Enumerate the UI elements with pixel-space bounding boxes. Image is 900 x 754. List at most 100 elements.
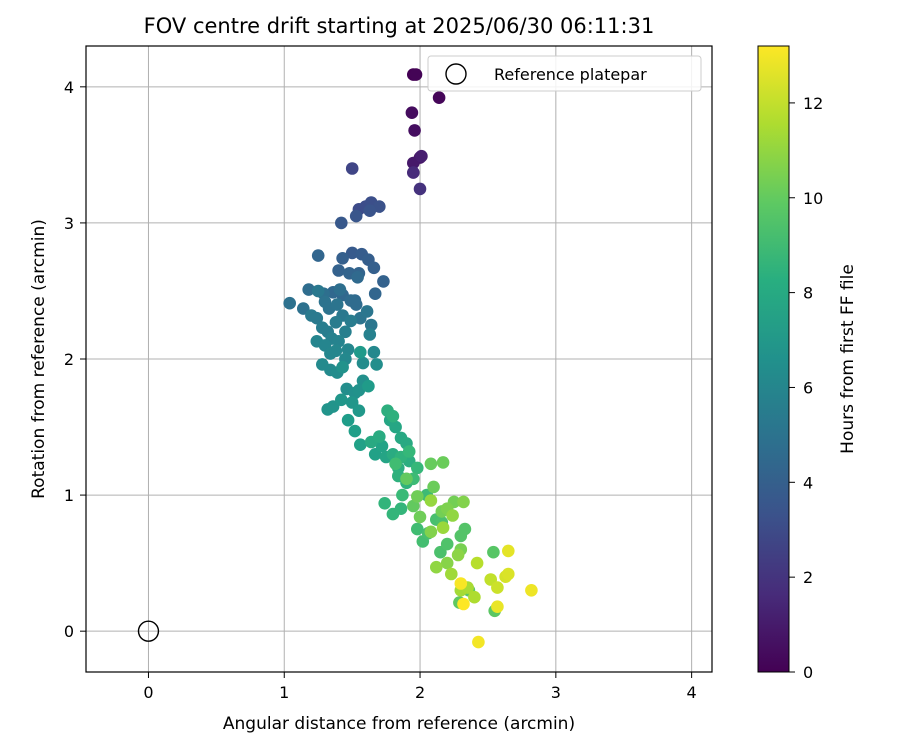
data-point [341, 413, 355, 427]
data-point [352, 404, 366, 418]
data-point [283, 296, 297, 310]
data-point [411, 490, 424, 503]
data-point [411, 461, 424, 475]
data-point [502, 567, 515, 581]
data-point [354, 345, 367, 359]
data-point [302, 283, 316, 296]
data-point [411, 522, 424, 536]
x-tick-label: 3 [551, 683, 561, 702]
data-point [457, 597, 470, 611]
data-point [424, 525, 438, 539]
data-point [329, 344, 343, 358]
data-point [491, 581, 504, 594]
data-point [332, 335, 345, 348]
data-point [409, 68, 423, 81]
data-point [468, 590, 481, 604]
chart-title: FOV centre drift starting at 2025/06/30 … [144, 14, 655, 38]
data-point [362, 379, 375, 393]
data-point [525, 584, 538, 597]
x-tick-label: 0 [143, 683, 153, 702]
data-point [436, 456, 450, 469]
data-point [427, 480, 440, 494]
data-point [400, 472, 413, 486]
data-point [415, 149, 428, 163]
x-tick-label: 1 [279, 683, 289, 702]
x-axis-ticks: 0 1 2 3 4 [143, 672, 697, 702]
data-point [352, 384, 366, 397]
data-point [502, 544, 515, 558]
data-point [368, 287, 382, 301]
colorbar-tick-label: 2 [803, 568, 813, 587]
data-point [311, 249, 325, 262]
data-point [351, 271, 364, 284]
colorbar: 0 2 4 6 8 10 12 Hours from first FF file [757, 45, 858, 682]
legend-label: Reference platepar [494, 65, 647, 84]
data-point [413, 182, 427, 196]
data-point [472, 635, 485, 649]
data-point [396, 488, 409, 502]
reference-point [137, 620, 160, 642]
data-point [367, 261, 381, 275]
legend-box [427, 55, 702, 92]
data-point [370, 358, 383, 371]
data-point [345, 246, 359, 260]
y-tick-label: 4 [64, 78, 74, 97]
y-axis-ticks: 0 1 2 3 4 [64, 78, 86, 641]
data-point [424, 494, 438, 507]
data-point [364, 318, 378, 332]
data-point [349, 209, 363, 223]
data-point [470, 556, 484, 570]
data-point [386, 409, 400, 423]
data-point [457, 495, 470, 509]
data-point [335, 216, 348, 230]
data-point [377, 275, 390, 288]
colorbar-tick-label: 12 [803, 94, 823, 113]
data-point [430, 560, 443, 574]
data-point [440, 537, 454, 551]
data-point [373, 200, 386, 213]
y-tick-label: 1 [64, 486, 74, 505]
data-point [446, 509, 459, 522]
colorbar-tick-label: 8 [803, 284, 813, 303]
x-tick-label: 4 [687, 683, 697, 702]
data-point [458, 522, 472, 536]
data-point [413, 510, 427, 524]
y-axis-label: Rotation from reference (arcmin) [29, 219, 49, 499]
colorbar-label: Hours from first FF file [838, 264, 858, 454]
colorbar-tick-label: 6 [803, 378, 813, 397]
data-point [356, 356, 370, 370]
data-point [375, 439, 389, 453]
data-point [487, 545, 500, 559]
colorbar-ticks: 0 2 4 6 8 10 12 [789, 94, 823, 682]
data-point [367, 345, 381, 359]
data-point [378, 497, 392, 510]
data-point [311, 284, 325, 298]
data-point [330, 298, 344, 311]
colorbar-tick-label: 0 [803, 663, 813, 682]
data-point [360, 305, 374, 318]
data-point [451, 548, 465, 562]
data-point [445, 567, 458, 581]
data-point [363, 204, 377, 217]
data-point [454, 577, 468, 590]
data-point [407, 499, 420, 513]
data-point [354, 438, 367, 452]
data-point [335, 393, 348, 407]
data-point [389, 457, 402, 471]
data-point [363, 328, 377, 341]
x-axis-label: Angular distance from reference (arcmin) [223, 714, 575, 734]
data-point [341, 343, 355, 356]
colorbar-gradient [757, 45, 790, 673]
y-tick-label: 0 [64, 622, 74, 641]
data-point [345, 162, 359, 175]
data-point [329, 316, 343, 329]
x-tick-label: 2 [415, 683, 425, 702]
data-point [402, 445, 416, 458]
data-point [440, 556, 454, 570]
data-point [348, 424, 362, 438]
grid [86, 46, 712, 672]
data-point [436, 521, 450, 534]
data-point [332, 264, 345, 277]
data-point [336, 360, 349, 374]
data-points [283, 68, 538, 649]
